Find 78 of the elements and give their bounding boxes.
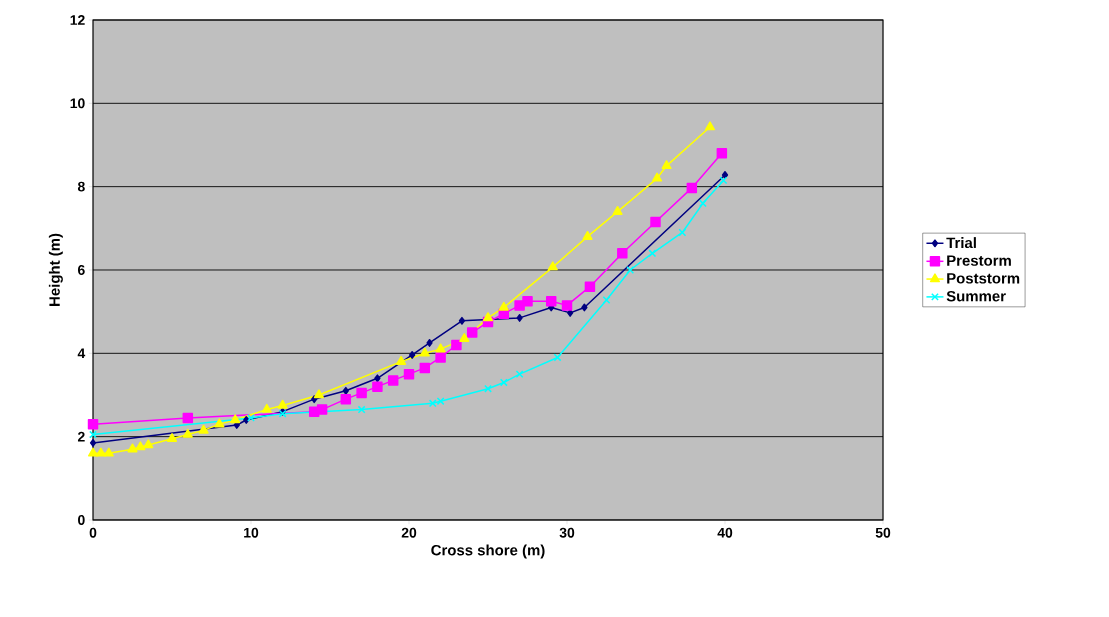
x-tick-label: 20 (401, 527, 417, 538)
point (419, 347, 430, 357)
point (372, 381, 383, 392)
x-tick-label: 50 (875, 527, 891, 538)
y-tick-label: 4 (77, 348, 86, 359)
point (435, 352, 446, 363)
point (277, 399, 288, 409)
legend-label: Trial (946, 237, 976, 249)
point (87, 418, 99, 430)
x-tick-label: 10 (244, 527, 259, 538)
point (357, 405, 366, 414)
x-tick-label: 40 (717, 527, 733, 538)
point (409, 351, 416, 359)
point (198, 424, 209, 434)
point (686, 182, 698, 194)
point (182, 412, 194, 424)
point (459, 333, 470, 342)
y-tick-label: 10 (70, 98, 85, 109)
point (166, 433, 178, 442)
x-tick-label: 30 (559, 527, 575, 538)
point (451, 339, 462, 351)
point (342, 386, 349, 395)
point (458, 316, 466, 325)
point (89, 438, 97, 447)
point (387, 375, 399, 386)
y-tick-label: 6 (78, 265, 85, 275)
point (716, 148, 728, 159)
point (522, 296, 533, 307)
point (403, 368, 415, 380)
point (545, 296, 557, 307)
point (340, 393, 352, 405)
point (516, 313, 523, 322)
point (581, 303, 588, 312)
y-axis-title: Height (m) (48, 233, 63, 306)
point (612, 205, 623, 215)
point (356, 387, 367, 399)
point (435, 343, 446, 353)
point (87, 447, 99, 457)
point (582, 230, 593, 240)
point (704, 121, 716, 131)
point (396, 355, 407, 365)
point (127, 443, 138, 453)
legend-label: Summer (946, 290, 1006, 302)
point (313, 389, 325, 399)
point (561, 300, 573, 311)
point (261, 403, 272, 413)
point (374, 374, 381, 383)
y-tick-label: 12 (70, 15, 85, 25)
point (426, 338, 433, 347)
point (721, 171, 729, 179)
point (547, 261, 558, 271)
y-tick-label: 8 (77, 181, 85, 192)
point (214, 418, 225, 428)
point (230, 414, 241, 424)
point (719, 176, 728, 185)
x-tick-label: 0 (89, 527, 97, 538)
point (182, 428, 193, 438)
point (648, 249, 657, 258)
point (143, 439, 154, 449)
legend-label: Prestorm (947, 255, 1011, 266)
point (316, 404, 328, 415)
point (584, 281, 596, 292)
point (553, 353, 562, 362)
point (135, 441, 146, 451)
legend-label: Poststorm (947, 273, 1020, 284)
point (498, 301, 509, 311)
y-tick-label: 0 (78, 515, 85, 525)
point (419, 362, 431, 374)
point (617, 248, 628, 259)
point (661, 160, 672, 170)
point (482, 312, 494, 322)
point (652, 172, 663, 182)
point (650, 216, 661, 228)
y-tick-label: 2 (77, 431, 85, 442)
point (95, 447, 106, 457)
x-axis-title: Cross shore (m) (431, 544, 545, 559)
point (466, 327, 478, 338)
point (103, 447, 114, 457)
